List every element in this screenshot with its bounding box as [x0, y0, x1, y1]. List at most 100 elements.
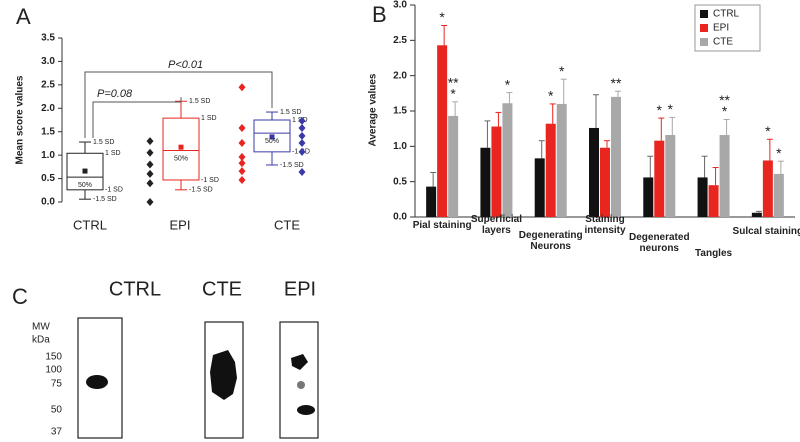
marker-label: 100 [45, 365, 62, 376]
box-label: -1.5 SD [189, 187, 213, 194]
bar [437, 45, 448, 217]
x-tick-label: Superficial layers [470, 214, 522, 236]
box-label: 1.5 SD [189, 98, 210, 105]
bar [654, 140, 665, 217]
band [86, 375, 108, 389]
lane-label: EPI [284, 278, 316, 300]
mw-label: MW [32, 322, 50, 333]
significance: * [450, 86, 456, 102]
data-point [238, 83, 246, 92]
bar [534, 158, 545, 217]
bar [697, 177, 708, 217]
data-point [146, 148, 154, 157]
legend-swatch [700, 38, 708, 46]
x-tick-label: Pial staining [412, 220, 472, 231]
data-point [146, 179, 154, 188]
data-point [238, 159, 246, 168]
y-axis-label: Mean score values [15, 75, 26, 164]
y-tick-label: 3.5 [41, 33, 55, 44]
bracket [84, 71, 273, 139]
box-label: -1 SD [201, 177, 219, 184]
significance: ** [611, 75, 622, 91]
data-point [298, 116, 306, 125]
data-point [146, 137, 154, 146]
significance: * [776, 145, 782, 161]
significance: * [548, 88, 554, 104]
panel-letter: C [12, 284, 28, 309]
significance: * [722, 103, 728, 119]
box-label: 1 SD [105, 150, 121, 157]
data-point [146, 198, 154, 206]
data-point [238, 138, 246, 147]
lane-label: CTE [202, 278, 242, 300]
significance: * [559, 63, 565, 79]
x-tick-label: Sulcal staining [732, 226, 800, 237]
x-tick-label: Degenerating Neurons [518, 230, 583, 252]
data-point [238, 175, 246, 184]
panel-letter: B [372, 2, 387, 27]
box-label: -1.5 SD [280, 162, 304, 169]
significance: * [439, 9, 445, 25]
blot-bands [86, 350, 315, 415]
annotation: P=0.08 [97, 88, 133, 100]
box [66, 152, 104, 191]
significance: * [657, 102, 663, 118]
y-tick-label: 0.5 [41, 173, 55, 184]
x-tick-label: CTE [274, 217, 300, 232]
data-point [298, 168, 306, 177]
mw-label: kDa [32, 335, 50, 346]
annotation: P<0.01 [168, 59, 203, 71]
legend-swatch [700, 24, 708, 32]
lane-label: CTRL [109, 278, 161, 300]
bar [491, 126, 502, 217]
significance: * [668, 101, 674, 117]
y-tick-label: 1.0 [393, 141, 407, 152]
box [253, 119, 291, 153]
band [291, 354, 308, 370]
mean [269, 134, 275, 140]
bar [448, 115, 459, 217]
significance: ** [448, 75, 459, 91]
bar [611, 96, 621, 217]
y-tick-label: 3.0 [41, 56, 55, 67]
y-tick-label: 2.5 [393, 35, 407, 46]
lane-frame [279, 321, 319, 439]
mean [178, 144, 184, 150]
y-tick-label: 0.0 [41, 197, 55, 208]
blot-lanes [77, 317, 319, 439]
bar [426, 186, 437, 217]
y-tick-label: 2.0 [393, 70, 407, 81]
box-label: 50% [174, 155, 188, 162]
y-tick-label: 3.0 [393, 0, 407, 11]
y-tick-label: 1.0 [41, 150, 55, 161]
data-point [146, 169, 154, 178]
y-tick-label: 0.0 [393, 212, 407, 223]
significance: ** [719, 92, 730, 108]
box-label: 1 SD [201, 115, 217, 122]
panel-letter: A [16, 4, 31, 29]
bar [643, 177, 654, 217]
box-label: 1.5 SD [93, 139, 114, 146]
marker-label: 37 [51, 427, 63, 438]
marker-label: 150 [45, 352, 62, 363]
bar [708, 185, 719, 217]
lane-frame [204, 321, 244, 439]
data-point [298, 138, 306, 147]
y-tick-label: 1.5 [393, 106, 407, 117]
lane-frame [77, 317, 123, 439]
box-label: 50% [78, 182, 92, 189]
box-label: -1 SD [105, 187, 123, 194]
bar [773, 173, 784, 217]
marker-label: 50 [51, 405, 63, 416]
data-point [298, 147, 306, 156]
mean [82, 168, 88, 174]
bar [751, 212, 762, 217]
bar [502, 103, 513, 217]
data-point [298, 123, 306, 132]
box-label: 50% [265, 138, 279, 145]
box [162, 117, 200, 181]
data-point [146, 160, 154, 169]
box-label: 1.5 SD [280, 109, 301, 116]
